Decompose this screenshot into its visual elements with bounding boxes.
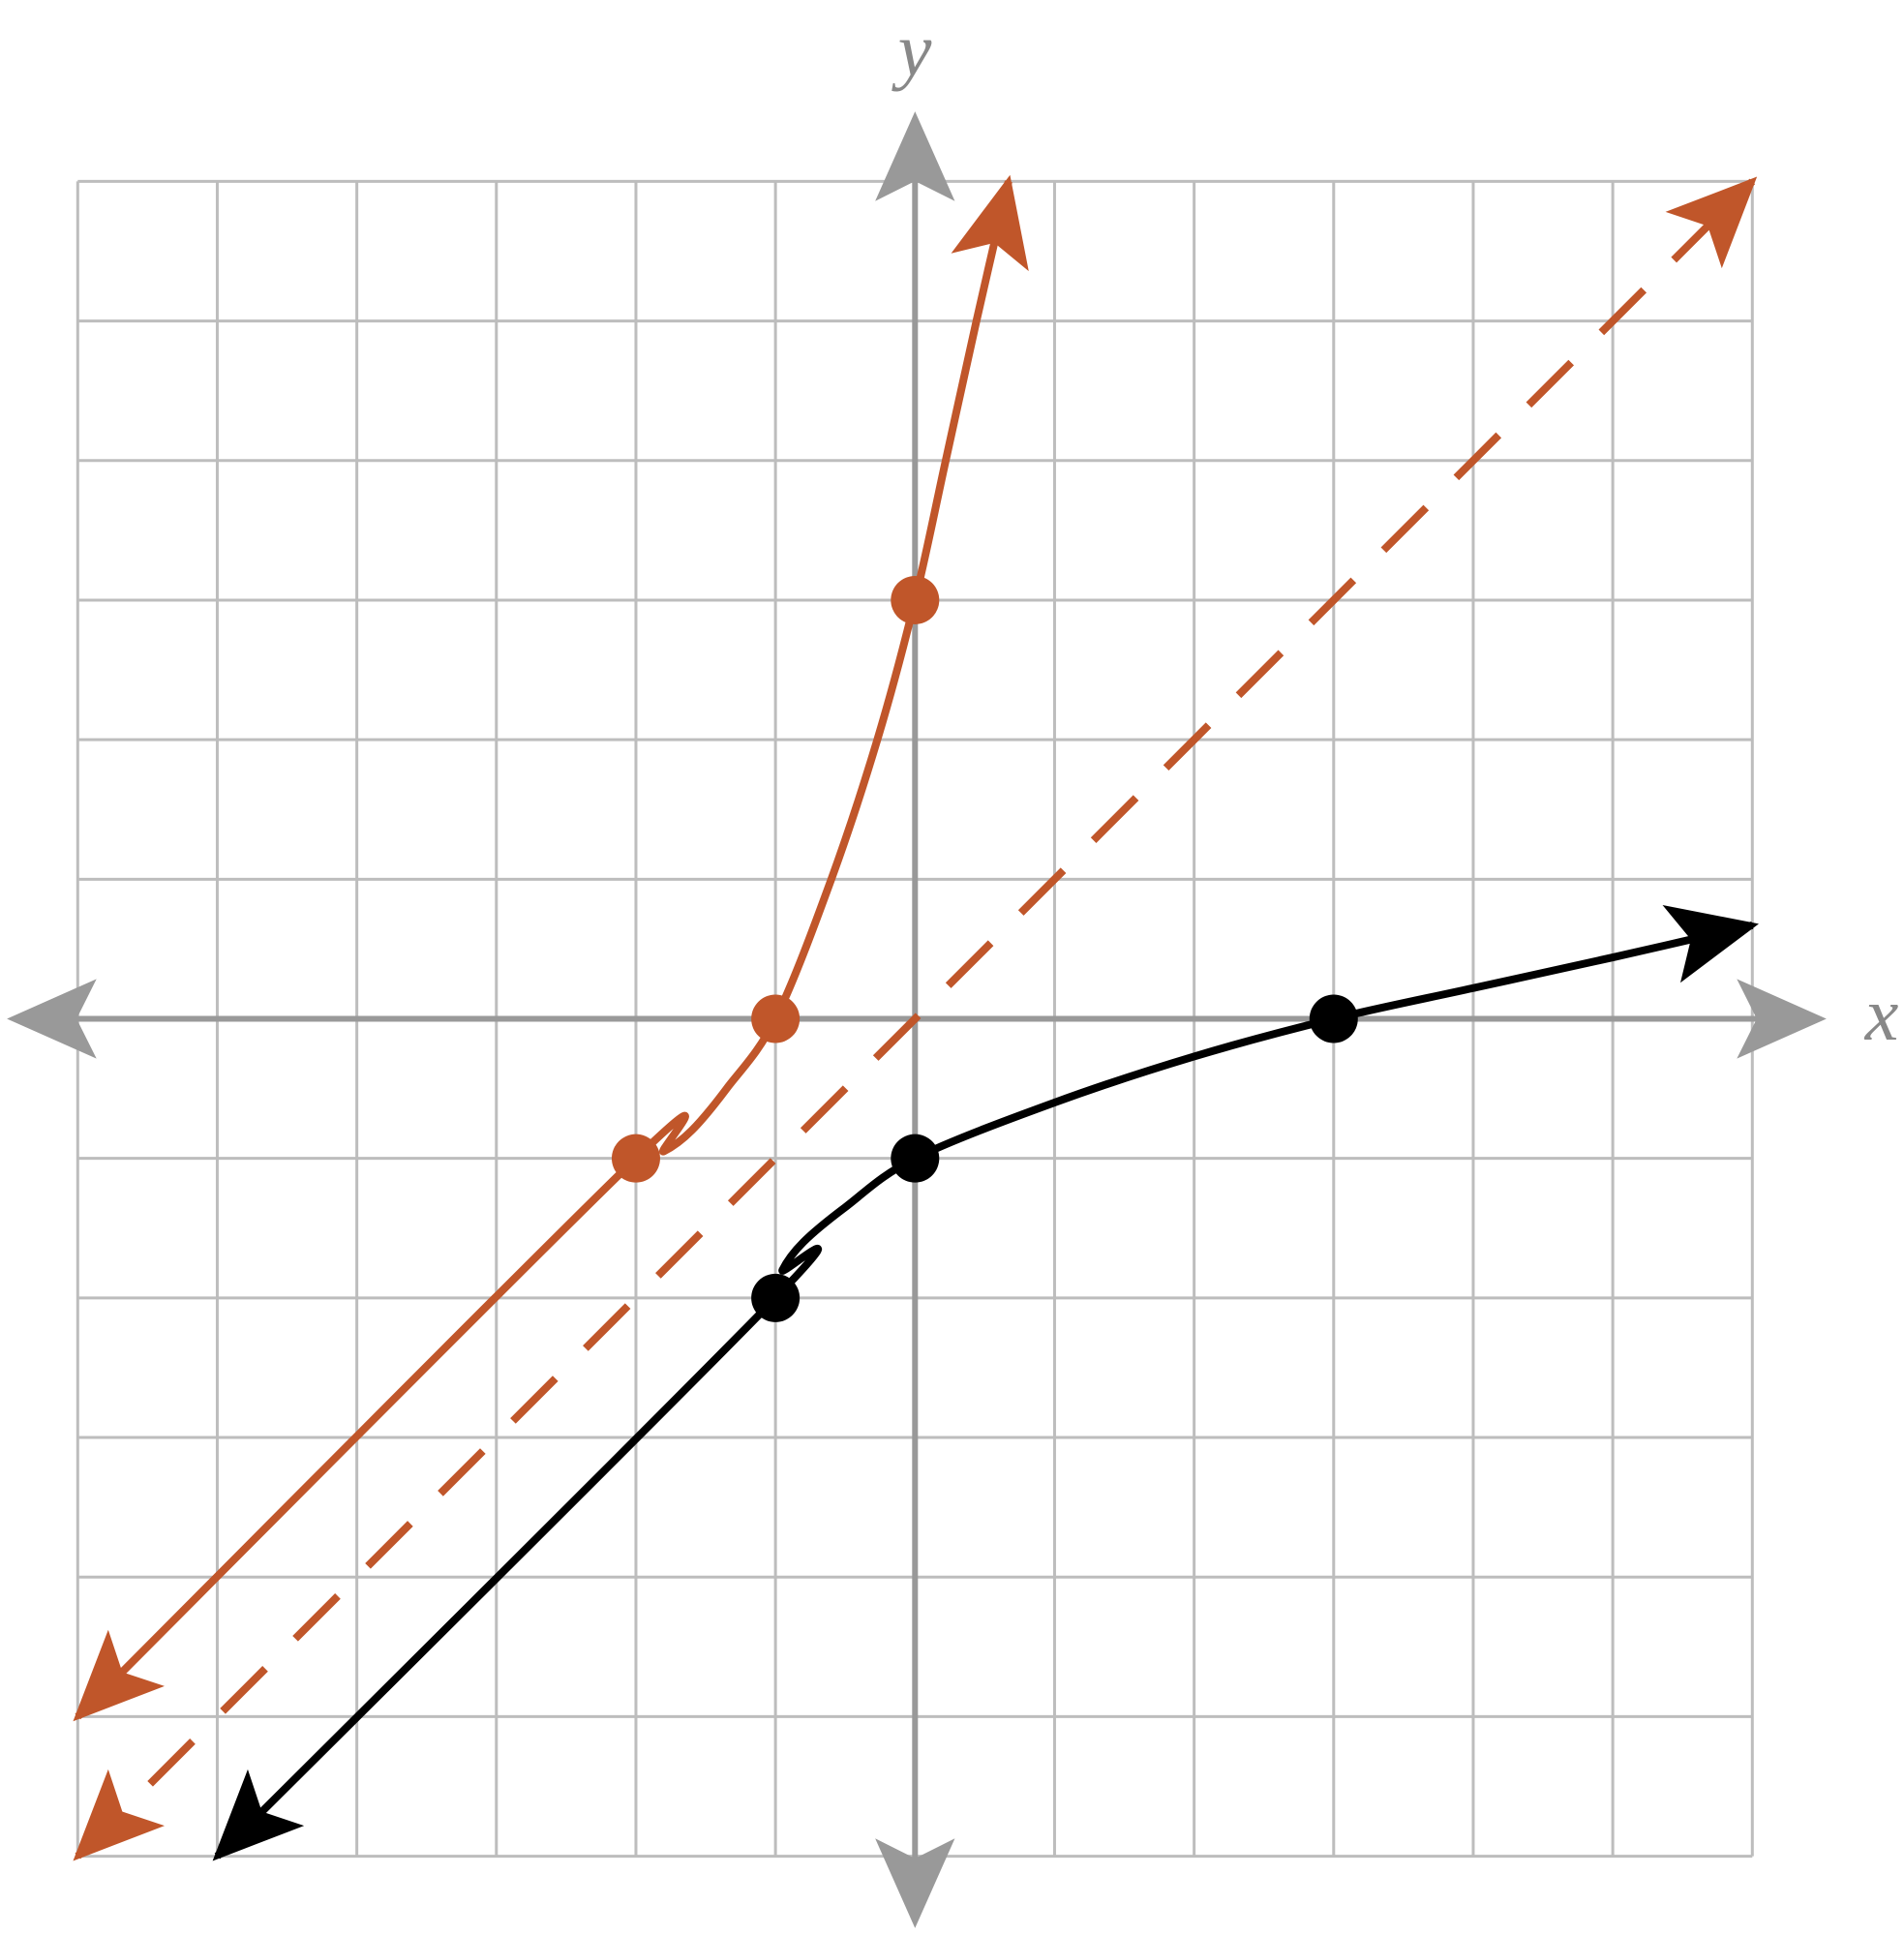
point (891, 1134, 940, 1183)
y-axis-label: y (892, 8, 932, 92)
point (751, 1273, 801, 1322)
dashed-line (73, 176, 1758, 1861)
point (891, 575, 940, 624)
point (1309, 994, 1358, 1043)
point (751, 994, 801, 1043)
x-axis-label: x (1864, 972, 1899, 1056)
plot-area (73, 174, 1759, 1861)
point (611, 1134, 660, 1183)
